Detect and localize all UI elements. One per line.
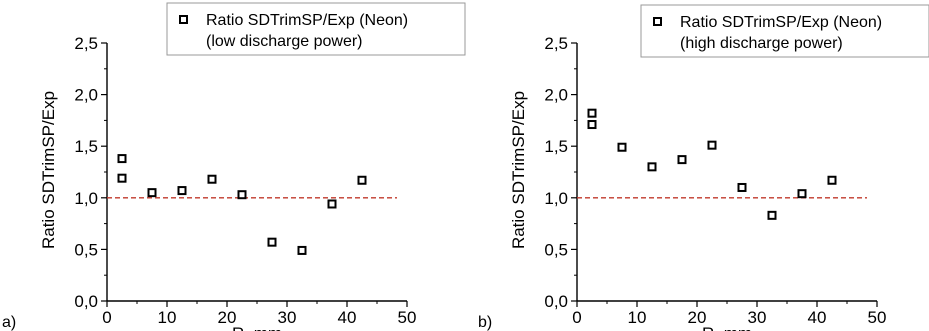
data-point (707, 140, 717, 150)
y-tick-label: 0,5 (544, 240, 568, 259)
y-tick-label: 1,5 (74, 137, 98, 156)
data-point (737, 182, 747, 192)
data-point (327, 199, 337, 209)
x-axis-label: R, mm (232, 324, 282, 331)
data-point (297, 245, 307, 255)
y-tick-label: 2,5 (74, 34, 98, 53)
data-point (267, 237, 277, 247)
y-tick-label: 0,0 (544, 292, 568, 311)
panel-letter: b) (478, 314, 492, 331)
y-axis-label: Ratio SDTrimSP/Exp (39, 91, 58, 249)
legend-label-line1: Ratio SDTrimSP/Exp (Neon) (206, 12, 408, 29)
y-tick-label: 1,0 (74, 189, 98, 208)
legend-label-line1: Ratio SDTrimSP/Exp (Neon) (680, 14, 882, 31)
data-point (237, 190, 247, 200)
x-tick-label: 10 (158, 308, 177, 327)
data-point (587, 108, 597, 118)
data-point (117, 154, 127, 164)
y-tick-label: 2,5 (544, 34, 568, 53)
data-point (677, 155, 687, 165)
legend-marker (653, 17, 662, 26)
x-tick-label: 50 (398, 308, 417, 327)
legend-label-line2: (high discharge power) (680, 35, 843, 52)
y-tick-label: 2,0 (74, 86, 98, 105)
x-axis-label: R, mm (702, 324, 752, 331)
data-point (767, 210, 777, 220)
x-tick-label: 40 (338, 308, 357, 327)
y-tick-label: 0,5 (74, 240, 98, 259)
data-point (117, 173, 127, 183)
legend-label-line2: (low discharge power) (206, 33, 363, 50)
chart-panel-a: 0 10 20 30 40 50 0,0 0,5 1,0 1,5 2,0 2,5 R, mm Ratio … (2, 2, 466, 331)
x-tick-label: 0 (572, 308, 581, 327)
y-tick-label: 2,0 (544, 86, 568, 105)
x-tick-label: 30 (278, 308, 297, 327)
x-tick-label: 50 (868, 308, 887, 327)
x-tick-label: 10 (628, 308, 647, 327)
data-point (617, 142, 627, 152)
data-point (207, 174, 217, 184)
x-tick-label: 30 (748, 308, 767, 327)
data-point (827, 175, 837, 185)
data-point (647, 162, 657, 172)
y-tick-label: 1,5 (544, 137, 568, 156)
y-axis-label: Ratio SDTrimSP/Exp (509, 91, 528, 249)
x-tick-label: 20 (218, 308, 237, 327)
legend-marker (179, 15, 188, 24)
chart-panel-b: 0 10 20 30 40 50 0,0 0,5 1,0 1,5 2,0 2,5 R, mm Ratio … (478, 4, 929, 331)
legend-box (640, 4, 929, 58)
data-point (357, 175, 367, 185)
data-point (147, 188, 157, 198)
panel-letter: a) (2, 314, 16, 331)
data-point (177, 186, 187, 196)
y-tick-label: 1,0 (544, 189, 568, 208)
x-tick-label: 40 (808, 308, 827, 327)
y-tick-label: 0,0 (74, 292, 98, 311)
x-tick-label: 0 (102, 308, 111, 327)
x-tick-label: 20 (688, 308, 707, 327)
legend-box (166, 2, 466, 56)
data-point (587, 120, 597, 130)
data-point (797, 189, 807, 199)
